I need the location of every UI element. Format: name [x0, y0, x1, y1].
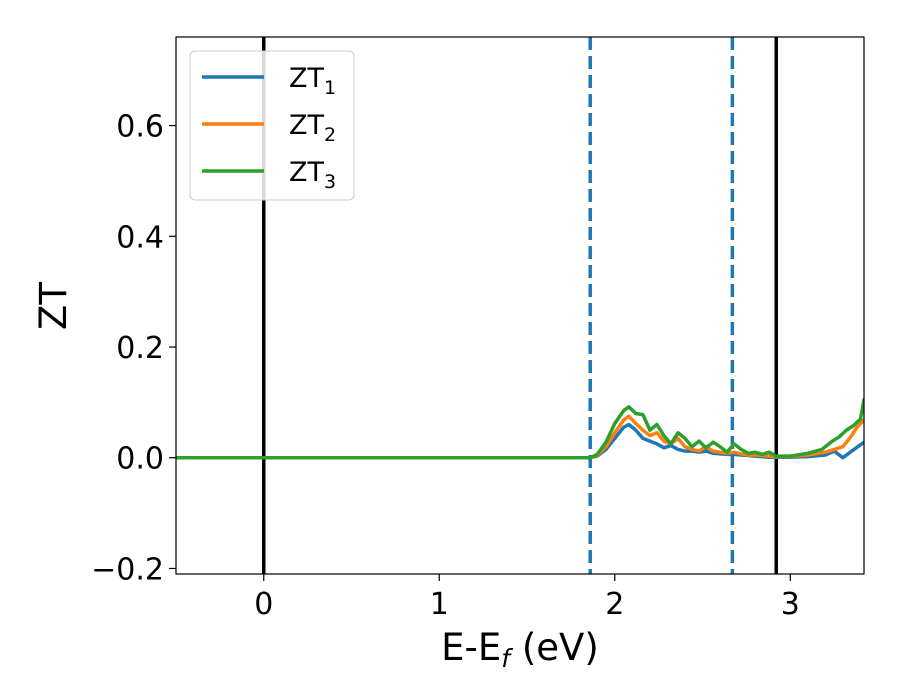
- series-line-zt2: [176, 414, 864, 460]
- x-tick-label: 0: [254, 587, 273, 622]
- x-tick-label: 3: [781, 587, 800, 622]
- y-axis-label: ZT: [32, 282, 75, 330]
- y-tick-label: −0.2: [91, 552, 164, 587]
- series-line-zt3: [176, 397, 864, 460]
- y-tick-label: 0.4: [116, 220, 164, 255]
- legend-label: ZT1: [289, 63, 336, 99]
- x-axis-label-unit: (eV): [510, 626, 599, 669]
- legend-label: ZT3: [289, 157, 336, 193]
- plot-frame: [175, 36, 865, 575]
- legend-box: [189, 50, 355, 201]
- y-axis: −0.2 0.0 0.2 0.4 0.6: [91, 110, 176, 587]
- x-tick-label: 2: [605, 587, 624, 622]
- x-axis: 0 1 2 3: [254, 574, 800, 622]
- x-tick-label: 1: [430, 587, 449, 622]
- y-tick-label: 0.0: [116, 442, 164, 477]
- legend-label: ZT2: [289, 110, 336, 146]
- y-tick-label: 0.6: [116, 110, 164, 145]
- legend: ZT1 ZT2 ZT3: [189, 50, 355, 201]
- series-layer: [176, 397, 864, 460]
- x-axis-label: E-Ef (eV): [441, 626, 599, 673]
- y-tick-label: 0.2: [116, 331, 164, 366]
